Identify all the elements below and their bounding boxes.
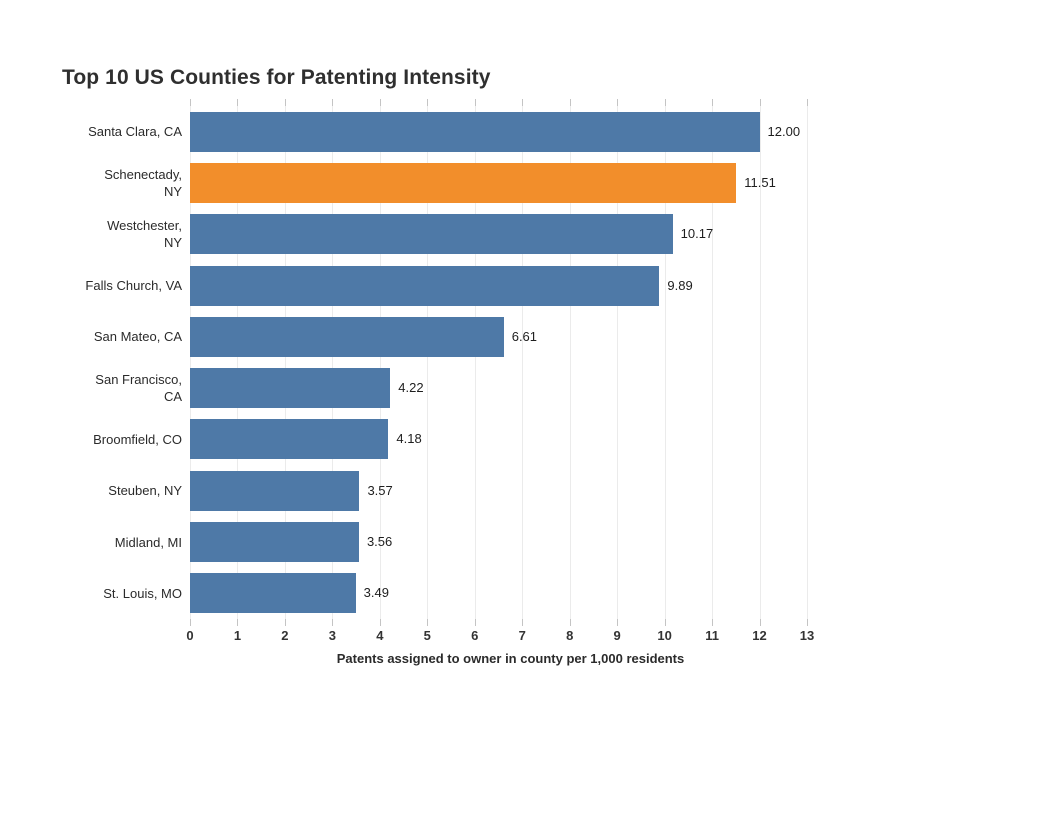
bar-value-label: 3.57 bbox=[367, 482, 393, 498]
x-axis-tick bbox=[237, 619, 239, 626]
x-axis-tick bbox=[664, 619, 666, 626]
gridline bbox=[664, 106, 666, 619]
gridline bbox=[569, 106, 571, 619]
x-tick-label: 4 bbox=[376, 628, 384, 643]
category-label-falls-church-va: Falls Church, VA bbox=[85, 278, 182, 294]
bar-st-louis-mo[interactable] bbox=[190, 573, 356, 614]
bar-value-label: 4.22 bbox=[398, 380, 424, 396]
x-axis-tick bbox=[190, 99, 191, 106]
x-tick-label: 2 bbox=[281, 628, 289, 643]
x-axis-tick bbox=[759, 99, 761, 106]
x-axis-tick bbox=[427, 619, 429, 626]
bar-santa-clara-ca[interactable] bbox=[190, 111, 760, 152]
gridline bbox=[712, 106, 714, 619]
x-axis-tick bbox=[569, 99, 571, 106]
bar-broomfield-co[interactable] bbox=[190, 419, 389, 460]
bar-falls-church-va[interactable] bbox=[190, 265, 660, 306]
gridline bbox=[617, 106, 619, 619]
x-axis-tick bbox=[617, 99, 619, 106]
category-label-steuben-ny: Steuben, NY bbox=[108, 483, 182, 499]
x-tick-label: 5 bbox=[423, 628, 431, 643]
category-label-san-francisco-ca: San Francisco, CA bbox=[95, 372, 182, 405]
bar-steuben-ny[interactable] bbox=[190, 470, 360, 511]
x-axis-tick bbox=[284, 619, 286, 626]
x-axis-tick bbox=[379, 99, 381, 106]
x-axis-tick bbox=[522, 99, 524, 106]
gridline bbox=[474, 106, 476, 619]
x-axis-tick bbox=[427, 99, 429, 106]
x-tick-label: 9 bbox=[613, 628, 621, 643]
category-label-schenectady-ny: Schenectady, NY bbox=[104, 166, 182, 199]
gridline bbox=[522, 106, 524, 619]
bar-value-label: 6.61 bbox=[511, 328, 538, 344]
gridline bbox=[190, 106, 191, 619]
bar-westchester-ny[interactable] bbox=[190, 214, 673, 255]
x-axis-tick bbox=[284, 99, 286, 106]
gridline bbox=[379, 106, 381, 619]
x-tick-label: 11 bbox=[705, 628, 719, 643]
x-axis-tick bbox=[379, 619, 381, 626]
x-tick-label: 12 bbox=[752, 628, 767, 643]
x-axis-tick bbox=[332, 99, 334, 106]
x-axis-tick bbox=[807, 99, 808, 106]
x-axis-tick bbox=[474, 619, 476, 626]
bar-san-mateo-ca[interactable] bbox=[190, 316, 504, 357]
x-axis-tick bbox=[712, 619, 714, 626]
x-axis-tick bbox=[712, 99, 714, 106]
gridline bbox=[427, 106, 429, 619]
bar-value-label: 12.00 bbox=[767, 123, 801, 139]
gridline bbox=[332, 106, 334, 619]
x-axis-tick bbox=[237, 99, 239, 106]
x-axis-tick bbox=[190, 619, 191, 626]
x-axis-tick bbox=[474, 99, 476, 106]
gridline bbox=[237, 106, 239, 619]
category-label-broomfield-co: Broomfield, CO bbox=[93, 431, 182, 447]
x-axis-tick bbox=[617, 619, 619, 626]
category-label-san-mateo-ca: San Mateo, CA bbox=[93, 329, 182, 345]
gridline bbox=[284, 106, 286, 619]
x-axis-title: Patents assigned to owner in county per … bbox=[336, 651, 685, 666]
bar-value-label: 3.49 bbox=[363, 585, 389, 601]
x-tick-label: 0 bbox=[186, 628, 194, 643]
x-tick-label: 8 bbox=[566, 628, 574, 643]
category-label-westchester-ny: Westchester, NY bbox=[107, 218, 182, 251]
x-axis-tick bbox=[664, 99, 666, 106]
x-tick-label: 1 bbox=[233, 628, 242, 643]
x-axis-tick bbox=[807, 619, 808, 626]
x-tick-label: 13 bbox=[799, 628, 815, 643]
x-tick-label: 6 bbox=[471, 628, 479, 643]
plot-area: Patents assigned to owner in county per … bbox=[85, 99, 831, 666]
bar-schenectady-ny[interactable] bbox=[190, 162, 737, 203]
bar-value-label: 3.56 bbox=[366, 534, 393, 550]
category-label-midland-mi: Midland, MI bbox=[114, 534, 182, 550]
x-tick-label: 10 bbox=[657, 628, 672, 643]
gridline bbox=[807, 106, 808, 619]
x-axis-tick bbox=[759, 619, 761, 626]
x-axis-tick bbox=[522, 619, 524, 626]
category-label-santa-clara-ca: Santa Clara, CA bbox=[88, 124, 182, 140]
bar-value-label: 9.89 bbox=[667, 277, 693, 293]
x-axis-tick bbox=[569, 619, 571, 626]
category-label-st-louis-mo: St. Louis, MO bbox=[103, 585, 182, 601]
bar-midland-mi[interactable] bbox=[190, 522, 359, 563]
bar-san-francisco-ca[interactable] bbox=[190, 368, 391, 409]
gridline bbox=[759, 106, 761, 619]
x-tick-label: 7 bbox=[518, 628, 526, 643]
chart-title: Top 10 US Counties for Patenting Intensi… bbox=[62, 66, 491, 89]
bar-value-label: 4.18 bbox=[396, 431, 422, 447]
x-axis-tick bbox=[332, 619, 334, 626]
bar-value-label: 10.17 bbox=[680, 226, 714, 242]
bar-value-label: 11.51 bbox=[744, 174, 776, 190]
x-tick-label: 3 bbox=[328, 628, 336, 643]
